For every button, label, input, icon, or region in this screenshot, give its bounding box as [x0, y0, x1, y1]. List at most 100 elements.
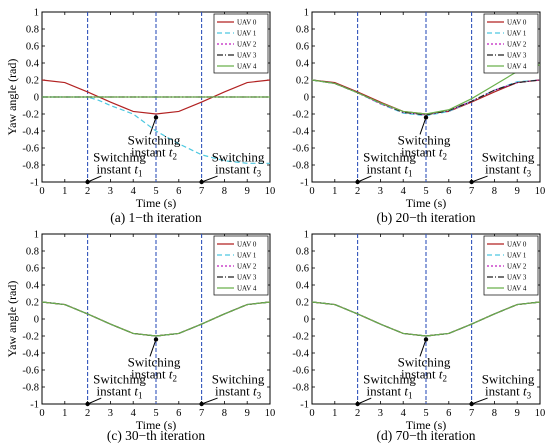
- annotation-line1: Switching: [212, 150, 265, 165]
- x-tick-label: 1: [332, 186, 337, 197]
- annotation-subscript: 3: [527, 391, 532, 401]
- annotation-subscript: 3: [527, 169, 532, 179]
- annotation-symbol: t: [523, 384, 527, 399]
- panel-caption: (c) 30−th iteration: [107, 428, 206, 443]
- x-tick-label: 2: [355, 408, 360, 419]
- annotation-word: instant: [96, 162, 134, 177]
- y-tick-label: -0.2: [292, 110, 309, 121]
- series-line-3: [311, 79, 541, 116]
- panel-3: 0 1 2 3 4 5 6 7 8 9 10 1 0.8 0.6 0.4 0.2 0 -0.2 -0.4 -0.6 -0…: [292, 230, 545, 444]
- y-tick-label: -0.2: [22, 110, 39, 121]
- y-tick-label: 0.4: [296, 59, 310, 70]
- legend-label-3: UAV 3: [507, 274, 527, 282]
- annotation-word: instant: [131, 367, 169, 382]
- x-tick-label: 9: [245, 408, 250, 419]
- y-tick-label: -0.4: [292, 349, 309, 360]
- y-tick-label: -0.8: [22, 383, 39, 394]
- legend-label-4: UAV 4: [237, 285, 257, 293]
- annotation-line2: instant t2: [131, 367, 177, 384]
- annotation-word: instant: [401, 145, 439, 160]
- x-tick-label: 9: [515, 186, 520, 197]
- y-tick-label: 0.6: [26, 264, 39, 275]
- x-tick-label: 7: [469, 186, 474, 197]
- annotation-dot: [85, 179, 90, 185]
- annotation-line1: Switching: [93, 372, 146, 387]
- y-tick-label: 0.2: [296, 76, 309, 87]
- annotation-line1: Switching: [93, 150, 146, 165]
- x-tick-label: 10: [535, 408, 546, 419]
- y-tick-label: -0.6: [22, 144, 39, 155]
- x-tick-label: 3: [378, 408, 383, 419]
- annotation-subscript: 2: [173, 374, 178, 384]
- y-tick-label: -1: [300, 400, 309, 411]
- panel-caption: (a) 1−th iteration: [110, 210, 202, 225]
- annotation-line2: instant t1: [96, 384, 142, 401]
- annotation-dot: [469, 401, 474, 407]
- legend-label-0: UAV 0: [237, 19, 257, 27]
- annotation-arrow: [471, 175, 488, 183]
- y-tick-label: 0.8: [26, 247, 39, 258]
- annotation-line1: Switching: [482, 150, 535, 165]
- annotation-symbol: t: [134, 162, 138, 177]
- annotation-dot: [153, 115, 159, 120]
- legend-label-1: UAV 1: [507, 252, 527, 260]
- y-tick-label: -0.4: [22, 127, 39, 138]
- annotation-line1: Switching: [398, 355, 451, 370]
- annotation-word: instant: [215, 162, 253, 177]
- x-tick-label: 4: [131, 408, 137, 419]
- legend: UAV 0 UAV 1 UAV 2 UAV 3 UAV 4: [483, 13, 539, 74]
- y-tick-label: -1: [30, 178, 39, 189]
- annotation-dot: [85, 401, 90, 407]
- legend-label-3: UAV 3: [237, 52, 257, 60]
- annotation-dot: [199, 401, 204, 407]
- annotation-line2: instant t1: [366, 162, 412, 179]
- annotation-arrow: [149, 339, 157, 357]
- x-tick-label: 5: [153, 186, 158, 197]
- legend-box: [213, 13, 269, 74]
- y-tick-label: 0: [304, 315, 309, 326]
- annotation-line2: instant t1: [96, 162, 142, 179]
- y-tick-label: -0.6: [22, 366, 39, 377]
- y-tick-label: -0.2: [22, 332, 39, 343]
- annotation-symbol: t: [439, 367, 443, 382]
- annotation-arrow: [149, 117, 157, 135]
- annotation-line1: Switching: [128, 133, 181, 148]
- annotation-line1: Switching: [212, 372, 265, 387]
- annotation-subscript: 3: [257, 169, 262, 179]
- y-tick-label: -0.4: [22, 349, 39, 360]
- y-tick-label: 0.6: [26, 42, 39, 53]
- annotation-dot: [153, 337, 159, 342]
- panel-caption: (d) 70−th iteration: [376, 428, 475, 443]
- annotation-dot: [423, 115, 429, 120]
- series-line-0: [41, 79, 271, 115]
- x-tick-label: 2: [85, 408, 90, 419]
- annotation-line1: Switching: [482, 372, 535, 387]
- annotation-subscript: 1: [408, 391, 413, 401]
- x-tick-label: 8: [222, 408, 227, 419]
- y-tick-label: 0.2: [296, 298, 309, 309]
- annotation-line2: instant t1: [366, 384, 412, 401]
- x-tick-label: 6: [446, 408, 451, 419]
- x-tick-label: 1: [332, 408, 337, 419]
- x-tick-label: 1: [62, 186, 67, 197]
- y-tick-label: -1: [30, 400, 39, 411]
- x-axis-label: Time (s): [406, 418, 447, 432]
- panel-2: 0 1 2 3 4 5 6 7 8 9 10 1 0.8 0.6 0.4 0.2 0 -0.2 -0.4 -0.6 -0…: [5, 230, 275, 444]
- annotation-line2: instant t3: [215, 162, 262, 179]
- x-tick-label: 5: [153, 408, 158, 419]
- y-tick-label: 0.8: [296, 25, 309, 36]
- annotation-arrow: [201, 175, 218, 183]
- legend-label-4: UAV 4: [507, 285, 527, 293]
- annotation-symbol: t: [253, 162, 257, 177]
- y-tick-label: 0.6: [296, 264, 309, 275]
- annotation-arrow: [419, 117, 427, 135]
- x-tick-label: 10: [265, 408, 276, 419]
- x-tick-label: 10: [265, 186, 276, 197]
- legend-label-2: UAV 2: [237, 263, 257, 271]
- y-tick-label: 0.2: [26, 76, 39, 87]
- annotation-subscript: 1: [138, 391, 143, 401]
- legend-label-0: UAV 0: [507, 241, 527, 249]
- series-line-4: [311, 64, 541, 115]
- annotation-line1: Switching: [128, 355, 181, 370]
